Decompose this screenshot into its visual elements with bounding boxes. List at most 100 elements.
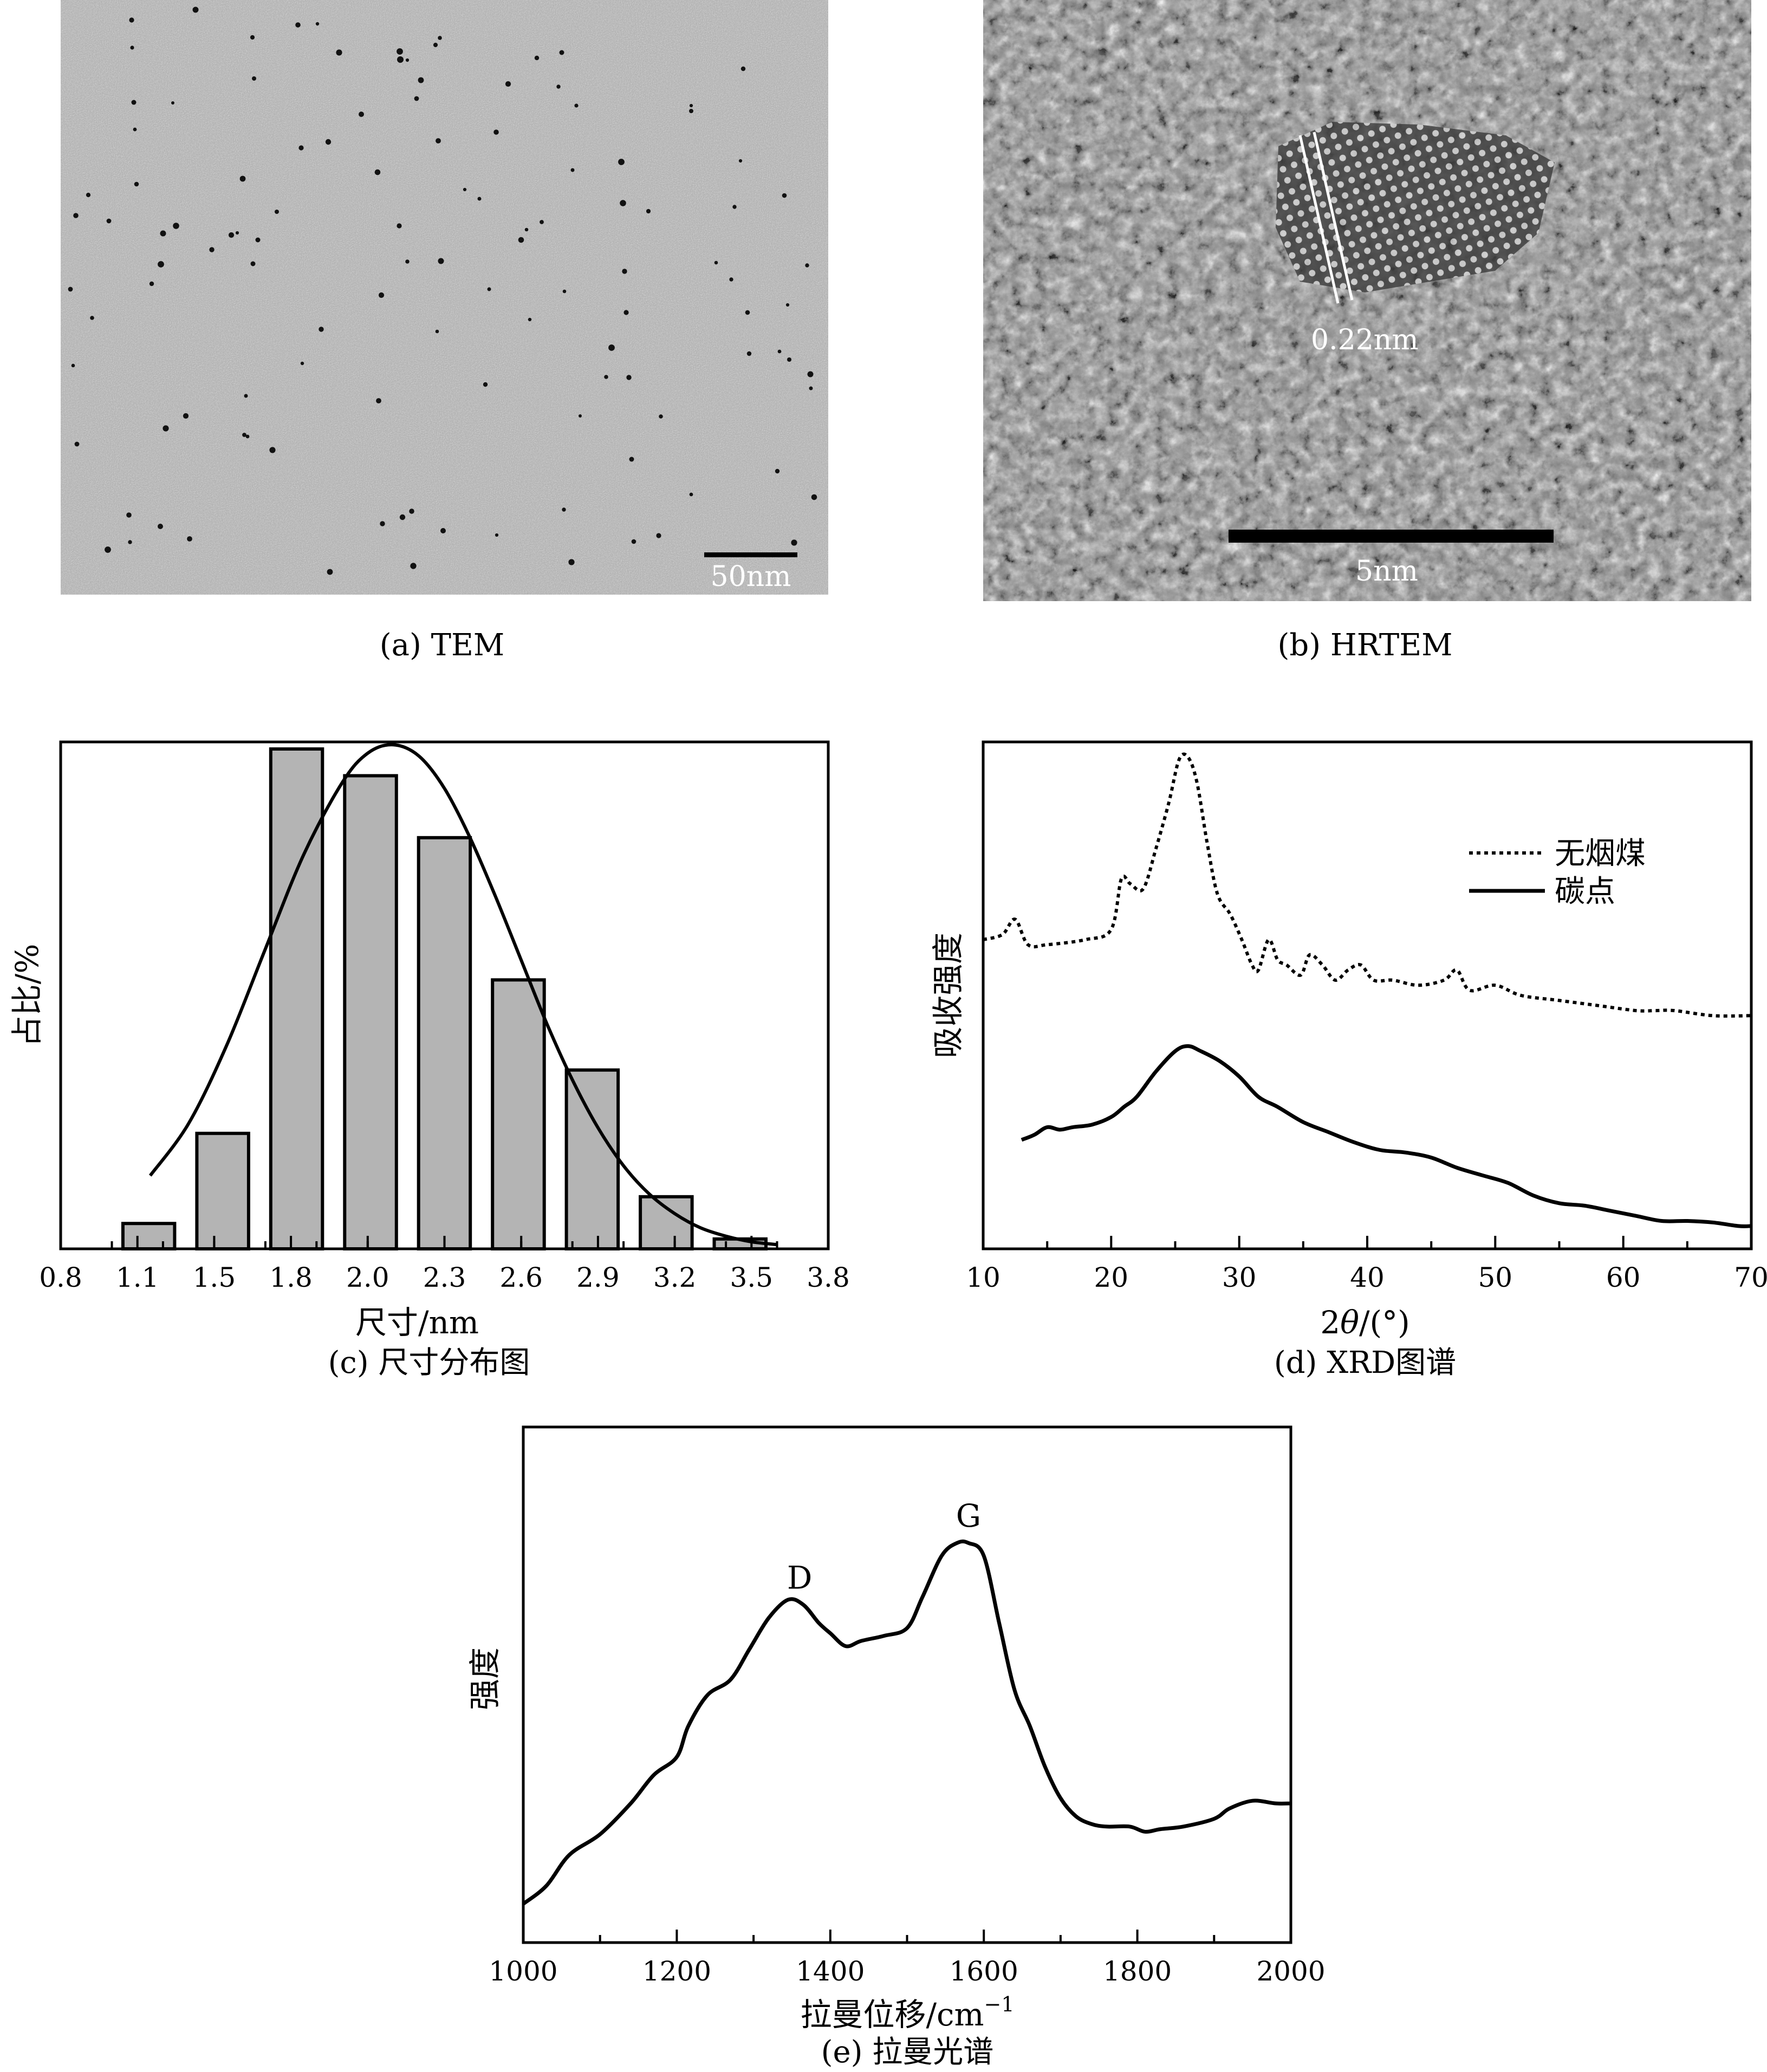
tem-nanoparticle (106, 218, 112, 224)
tem-nanoparticle (433, 42, 438, 48)
tem-nanoparticle (126, 512, 132, 518)
tem-nanoparticle (359, 112, 364, 117)
tem-nanoparticle (250, 261, 256, 266)
tem-nanoparticle (134, 181, 139, 187)
tem-nanoparticle (777, 349, 782, 354)
tem-nanoparticle (250, 35, 255, 40)
tem-nanoparticle (245, 434, 250, 439)
tem-nanoparticle (746, 351, 752, 356)
tem-nanoparticle (300, 361, 304, 366)
tem-nanoparticle (656, 533, 661, 538)
tem-nanoparticle (405, 58, 410, 62)
tem-nanoparticle (319, 327, 324, 332)
tem-nanoparticle (463, 187, 467, 192)
tem-nanoparticle (86, 192, 91, 198)
tem-nanoparticle (807, 371, 814, 377)
tem-nanoparticle (608, 344, 615, 351)
tem-nanoparticle (738, 159, 743, 163)
tem-nanoparticle (540, 220, 544, 224)
tem-nanoparticle (534, 55, 540, 61)
tem-nanoparticle (782, 193, 787, 198)
peak-label-G: G (956, 1497, 981, 1534)
tem-nanoparticle (298, 145, 304, 151)
chart-d-series-anthracite (983, 752, 1752, 1018)
tick-label: 70 (1734, 1262, 1767, 1293)
tem-nanoparticle (239, 175, 246, 182)
tick-label: 3.5 (730, 1262, 774, 1293)
panel-a-tem: 50nm (a) TEM (61, 0, 828, 663)
tem-nanoparticle (483, 382, 488, 387)
tem-nanoparticle (71, 363, 75, 368)
tem-nanoparticle (809, 386, 813, 390)
tem-nanoparticle (380, 521, 385, 526)
tem-nanoparticle (618, 159, 625, 165)
chart-e-ylabel: 强度 (466, 1647, 503, 1710)
tem-nanoparticle (397, 48, 403, 55)
tem-nanoparticle (252, 76, 256, 81)
tem-nanoparticle (435, 329, 439, 334)
tem-nanoparticle (528, 317, 532, 322)
tem-nanoparticle (160, 230, 166, 237)
tem-nanoparticle (130, 45, 134, 50)
tem-nanoparticle (336, 49, 342, 56)
caption-b: (b) HRTEM (1278, 628, 1453, 663)
bar-3.2 (639, 1195, 694, 1251)
tick-label: 3.8 (807, 1262, 850, 1293)
hrtem-crystal-lattice (1276, 122, 1555, 292)
tem-nanoparticle (438, 36, 442, 40)
tem-nanoparticle (729, 277, 733, 282)
bar-1.8 (269, 747, 324, 1250)
chart-d-ylabel: 吸收强度 (930, 933, 966, 1058)
tem-nanoparticle (244, 394, 248, 398)
tick-label: 20 (1094, 1262, 1128, 1293)
tick-label: 1600 (950, 1956, 1018, 1987)
tem-nanoparticle (275, 210, 279, 214)
chart-c-x-axis: 0.8 1.1 1.5 1.8 2.0 2.3 2.6 2.9 3.2 3.5 3.8 (39, 1236, 850, 1293)
tem-nanoparticle (374, 169, 381, 175)
tem-nanoparticle (745, 310, 750, 315)
tem-nanoparticle (436, 138, 441, 144)
tick-label: 3.2 (653, 1262, 697, 1293)
tem-nanoparticle (242, 433, 246, 437)
tem-nanoparticle (785, 303, 790, 307)
tick-label: 2.3 (423, 1262, 466, 1293)
tick-label: 1.5 (193, 1262, 236, 1293)
tem-nanoparticle (133, 127, 137, 132)
tick-label: 50 (1478, 1262, 1512, 1293)
tem-nanoparticle (418, 77, 424, 83)
tem-nanoparticle (505, 81, 511, 87)
tem-nanoparticle (414, 96, 419, 101)
tem-nanoparticle (689, 103, 693, 108)
tem-nanoparticle (493, 129, 499, 135)
tem-nanoparticle (562, 289, 567, 294)
tick-label: 40 (1350, 1262, 1385, 1293)
tem-nanoparticle (68, 286, 73, 292)
chart-c-ylabel: 占比/% (9, 944, 46, 1047)
tem-nanoparticle (228, 232, 235, 238)
tem-nanoparticle (129, 17, 134, 23)
tem-nanoparticle (405, 259, 410, 264)
tem-nanoparticle (559, 50, 564, 55)
tick-label: 2000 (1256, 1956, 1325, 1987)
tem-nanoparticle (171, 101, 174, 105)
tick-label: 1.1 (116, 1262, 159, 1293)
tem-nanoparticle (629, 457, 634, 462)
tem-nanoparticle (646, 208, 651, 214)
tem-nanoparticle (397, 56, 404, 63)
tem-nanoparticle (438, 258, 444, 264)
tem-nanoparticle (556, 84, 561, 89)
bar-2.0 (343, 774, 398, 1250)
tem-nanoparticle (495, 533, 499, 537)
tem-nanoparticle (158, 524, 163, 529)
tem-nanoparticle (568, 559, 575, 565)
bar-2.9 (564, 1068, 620, 1251)
tem-nanoparticle (378, 292, 385, 298)
tick-label: 0.8 (39, 1262, 82, 1293)
tem-nanoparticle (805, 263, 809, 268)
lattice-fringe-line-1 (1298, 135, 1340, 304)
tem-nanoparticle (787, 357, 791, 362)
tem-nanoparticle (158, 261, 164, 268)
tem-nanoparticle (131, 100, 137, 105)
tem-nanoparticle (128, 540, 132, 544)
